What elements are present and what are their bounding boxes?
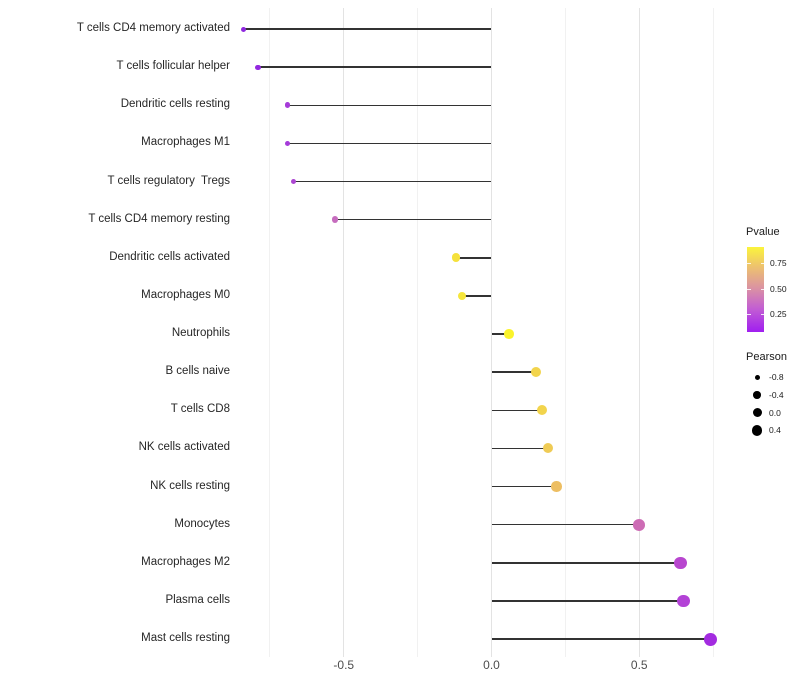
lollipop-stem	[491, 371, 536, 373]
size-legend-dot	[751, 425, 763, 436]
lollipop-stem	[456, 257, 492, 259]
pvalue-colorbar	[747, 247, 764, 332]
lollipop-dot	[530, 367, 541, 378]
lollipop-stem	[461, 295, 492, 297]
y-axis-label: Macrophages M0	[141, 288, 230, 301]
lollipop-stem	[491, 485, 557, 488]
x-tick-label: -0.5	[333, 658, 355, 672]
size-legend-dot	[754, 374, 760, 380]
colorbar-tick-mark	[747, 289, 751, 291]
y-axis-label: Monocytes	[174, 517, 230, 530]
colorbar-tick-label: 0.75	[770, 257, 787, 268]
colorbar-tick-label: 0.50	[770, 284, 787, 295]
x-tick-label: 0.5	[630, 658, 648, 672]
lollipop-dot	[451, 253, 461, 263]
lollipop-dot	[284, 140, 291, 147]
lollipop-stem	[491, 600, 684, 602]
gridline-major	[343, 8, 345, 657]
lollipop-stem	[491, 638, 711, 640]
lollipop-stem	[258, 66, 492, 68]
lollipop-stem	[491, 447, 548, 450]
lollipop-stem	[243, 28, 492, 30]
y-axis-label: T cells CD4 memory resting	[88, 212, 230, 225]
gridline-minor	[417, 8, 419, 657]
y-axis-label: Macrophages M1	[141, 136, 230, 149]
gridline-major	[491, 8, 492, 657]
y-axis-label: Dendritic cells activated	[109, 250, 230, 263]
y-axis-label: NK cells resting	[150, 479, 230, 492]
colorbar-tick-mark	[747, 262, 751, 264]
lollipop-dot	[536, 405, 547, 416]
y-axis-label: T cells CD4 memory activated	[76, 22, 230, 34]
gridline-minor	[564, 8, 566, 657]
lollipop-stem	[287, 104, 492, 106]
lollipop-stem	[491, 562, 681, 564]
colorbar-tick-mark	[760, 313, 764, 315]
y-axis-label: Macrophages M2	[141, 555, 230, 568]
size-legend-label: -0.8	[769, 372, 784, 382]
size-legend-dot	[753, 391, 761, 399]
size-legend-dot	[752, 408, 762, 418]
lollipop-dot	[290, 178, 297, 185]
lollipop-stem	[293, 180, 492, 183]
lollipop-dot	[633, 518, 646, 531]
x-tick-label: 0.0	[483, 658, 500, 672]
y-axis-label: Plasma cells	[165, 593, 230, 606]
y-axis-label: Dendritic cells resting	[120, 98, 230, 111]
lollipop-stem	[491, 409, 542, 412]
lollipop-stem	[491, 523, 640, 526]
lollipop-dot	[551, 481, 562, 492]
colorbar-tick-label: 0.25	[770, 308, 787, 319]
lollipop-dot	[674, 556, 687, 569]
y-axis-label: Mast cells resting	[141, 632, 230, 645]
y-axis-label: NK cells activated	[138, 441, 230, 454]
lollipop-dot	[542, 443, 553, 454]
pvalue-legend-title: Pvalue	[746, 226, 780, 238]
gridline-major	[638, 8, 640, 657]
pearson-legend-title: Pearson	[746, 351, 787, 363]
lollipop-stem	[334, 218, 492, 221]
colorbar-tick-mark	[760, 289, 764, 291]
lollipop-stem	[491, 333, 510, 335]
size-legend-label: 0.4	[769, 425, 781, 436]
lollipop-dot	[504, 329, 514, 339]
lollipop-dot	[457, 291, 467, 301]
gridline-minor	[269, 8, 271, 657]
lollipop-dot	[284, 102, 291, 109]
size-legend-label: -0.4	[769, 389, 784, 400]
y-axis-label: T cells follicular helper	[116, 60, 230, 73]
lollipop-dot	[331, 216, 339, 223]
y-axis-label: B cells naive	[165, 365, 230, 378]
colorbar-tick-mark	[760, 262, 764, 264]
lollipop-dot	[677, 594, 690, 608]
lollipop-dot	[240, 26, 246, 32]
lollipop-stem	[287, 142, 492, 145]
lollipop-dot	[255, 64, 261, 70]
colorbar-tick-mark	[747, 313, 751, 315]
y-axis-label: T cells regulatory Tregs	[107, 174, 230, 187]
size-legend-label: 0.0	[769, 407, 781, 418]
y-axis-label: Neutrophils	[171, 327, 230, 340]
lollipop-dot	[703, 632, 717, 646]
gridline-minor	[712, 8, 714, 657]
y-axis-label: T cells CD8	[170, 403, 230, 416]
